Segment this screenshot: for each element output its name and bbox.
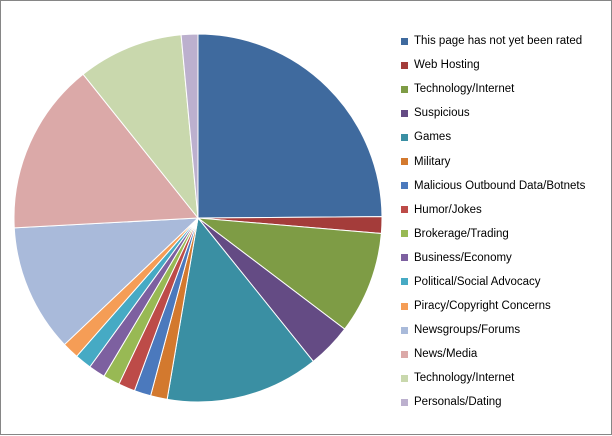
legend-swatch-4 bbox=[401, 133, 408, 141]
legend-item-7: Humor/Jokes bbox=[401, 198, 585, 222]
legend-swatch-8 bbox=[401, 230, 408, 238]
legend-swatch-3 bbox=[401, 109, 408, 117]
legend-item-6: Malicious Outbound Data/Botnets bbox=[401, 174, 585, 198]
legend-item-12: Newsgroups/Forums bbox=[401, 318, 585, 342]
legend-label-13: News/Media bbox=[414, 348, 478, 361]
legend-label-9: Business/Economy bbox=[414, 251, 512, 264]
legend-label-6: Malicious Outbound Data/Botnets bbox=[414, 179, 586, 192]
legend-swatch-6 bbox=[401, 182, 408, 190]
legend-label-0: This page has not yet been rated bbox=[414, 35, 583, 48]
legend-swatch-5 bbox=[401, 158, 408, 166]
legend-item-3: Suspicious bbox=[401, 101, 585, 125]
legend-label-14: Technology/Internet bbox=[414, 372, 515, 385]
legend-swatch-14 bbox=[401, 374, 408, 382]
legend-item-13: News/Media bbox=[401, 342, 585, 366]
legend-swatch-1 bbox=[401, 61, 408, 69]
legend-label-4: Games bbox=[414, 131, 452, 144]
legend-label-5: Military bbox=[414, 155, 451, 168]
legend-swatch-7 bbox=[401, 206, 408, 214]
legend-swatch-12 bbox=[401, 326, 408, 334]
legend-swatch-0 bbox=[401, 37, 408, 45]
legend-label-3: Suspicious bbox=[414, 107, 470, 120]
legend-swatch-11 bbox=[401, 302, 408, 310]
legend-swatch-9 bbox=[401, 254, 408, 262]
legend-label-1: Web Hosting bbox=[414, 59, 480, 72]
legend-item-9: Business/Economy bbox=[401, 246, 585, 270]
legend-item-4: Games bbox=[401, 125, 585, 149]
pie-slice-2 bbox=[196, 217, 382, 330]
pie-slice-13 bbox=[13, 73, 199, 229]
legend-swatch-15 bbox=[401, 398, 408, 406]
legend-swatch-10 bbox=[401, 278, 408, 286]
legend-label-15: Personals/Dating bbox=[414, 396, 502, 409]
legend-swatch-2 bbox=[401, 85, 408, 93]
legend-label-2: Technology/Internet bbox=[414, 83, 515, 96]
legend-label-10: Political/Social Advocacy bbox=[414, 275, 541, 288]
legend-item-8: Brokerage/Trading bbox=[401, 222, 585, 246]
pie-slice-0 bbox=[197, 33, 383, 219]
legend: This page has not yet been rated Web Host… bbox=[401, 29, 585, 415]
legend-item-2: Technology/Internet bbox=[401, 77, 585, 101]
legend-label-12: Newsgroups/Forums bbox=[414, 324, 521, 337]
legend-item-11: Piracy/Copyright Concerns bbox=[401, 294, 585, 318]
pie-slice-4 bbox=[166, 216, 315, 403]
legend-item-10: Political/Social Advocacy bbox=[401, 270, 585, 294]
legend-label-7: Humor/Jokes bbox=[414, 203, 482, 216]
pie-slice-12 bbox=[13, 217, 200, 346]
pie-slice-15 bbox=[180, 33, 199, 219]
legend-label-8: Brokerage/Trading bbox=[414, 227, 509, 240]
legend-item-15: Personals/Dating bbox=[401, 390, 585, 414]
legend-swatch-13 bbox=[401, 350, 408, 358]
legend-label-11: Piracy/Copyright Concerns bbox=[414, 300, 551, 313]
legend-item-5: Military bbox=[401, 149, 585, 173]
legend-item-1: Web Hosting bbox=[401, 53, 585, 77]
legend-item-14: Technology/Internet bbox=[401, 366, 585, 390]
pie-slice-14 bbox=[82, 34, 199, 220]
legend-item-0: This page has not yet been rated bbox=[401, 29, 585, 53]
